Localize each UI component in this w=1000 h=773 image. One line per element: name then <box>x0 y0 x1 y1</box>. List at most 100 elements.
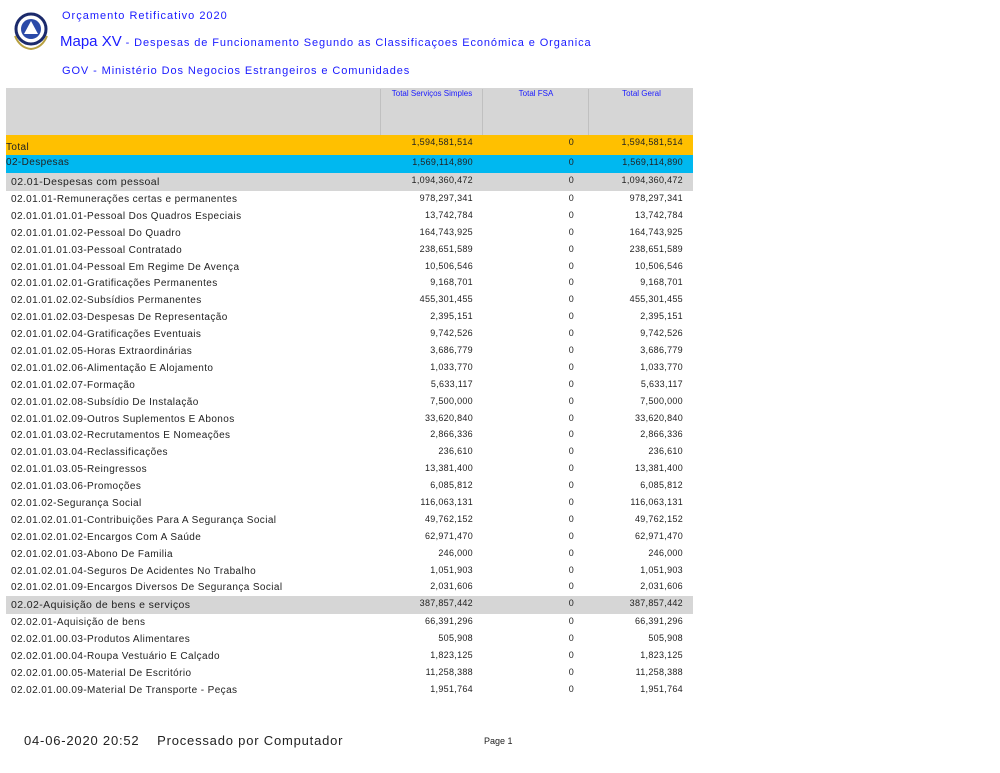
table-row: 02.02.01-Aquisição de bens 66,391,296 0 66,… <box>6 614 693 631</box>
row-value: 2,866,336 <box>430 429 473 440</box>
row-value: 164,743,925 <box>419 226 473 237</box>
row-label: 02.02.01-Aquisição de bens <box>11 617 146 629</box>
row-label: 02.01.01.03.02-Recrutamentos E Nomeações <box>11 430 231 442</box>
expense-table: Total Serviços Simples Total FSA Total G… <box>6 88 693 699</box>
footer-timestamp: 04-06-2020 20:52 Processado por Computad… <box>24 733 343 748</box>
table-row: 02.01.02.01.04-Seguros De Acidentes No T… <box>6 563 693 580</box>
row-value: 978,297,341 <box>419 193 473 203</box>
row-value: 2,395,151 <box>640 311 683 322</box>
row-value: 3,686,779 <box>430 345 473 356</box>
table-row: 02.01.01.02.03-Despesas De Representação… <box>6 309 693 326</box>
row-value: 0 <box>568 463 574 474</box>
row-value: 387,857,442 <box>419 598 473 609</box>
row-label: 02.01.01.01.03-Pessoal Contratado <box>11 244 183 256</box>
row-value: 13,381,400 <box>424 463 473 474</box>
row-value: 6,085,812 <box>640 480 683 491</box>
row-value: 1,094,360,472 <box>411 175 473 185</box>
row-value: 0 <box>568 193 574 203</box>
row-value: 0 <box>568 633 574 644</box>
row-value: 49,762,152 <box>424 513 473 524</box>
row-value: 1,594,581,514 <box>411 137 473 147</box>
row-value: 0 <box>568 650 574 661</box>
row-value: 0 <box>568 311 574 322</box>
col-header-total-geral: Total Geral <box>588 89 694 135</box>
row-value: 0 <box>568 412 574 423</box>
coat-of-arms-logo <box>10 10 52 52</box>
table-row: 02.01.02.01.02-Encargos Com A Saúde 62,97… <box>6 529 693 546</box>
row-value: 66,391,296 <box>634 616 683 627</box>
row-value: 164,743,925 <box>629 226 683 237</box>
row-value: 11,258,388 <box>425 667 473 678</box>
row-value: 0 <box>568 530 574 541</box>
row-label: 02.01.01.02.02-Subsídios Permanentes <box>11 295 202 307</box>
table-row: 02.01.01.02.08-Subsídio De Instalação 7,5… <box>6 394 693 411</box>
row-value: 387,857,442 <box>629 598 683 609</box>
row-value: 0 <box>568 378 574 389</box>
row-value: 62,971,470 <box>634 530 683 541</box>
row-value: 1,823,125 <box>430 650 473 661</box>
table-row: 02.01.01.02.09-Outros Suplementos E Abon… <box>6 411 693 428</box>
row-value: 238,651,589 <box>419 243 473 254</box>
row-label: 02.02.01.00.03-Produtos Alimentares <box>11 634 191 646</box>
row-value: 33,620,840 <box>424 412 473 423</box>
row-value: 246,000 <box>648 547 683 558</box>
row-value: 1,033,770 <box>430 361 473 372</box>
row-value: 236,610 <box>648 446 683 457</box>
row-value: 455,301,455 <box>419 294 473 305</box>
row-label: 02.02-Aquisição de bens e serviços <box>11 599 191 612</box>
row-value: 0 <box>568 480 574 491</box>
row-label: 02.01.01.02.01-Gratificações Permanentes <box>11 278 218 290</box>
row-value: 1,951,764 <box>430 683 473 694</box>
row-label: 02.01.01.02.05-Horas Extraordinárias <box>11 346 193 358</box>
row-value: 9,168,701 <box>430 277 473 288</box>
row-value: 0 <box>568 137 574 147</box>
row-value: 0 <box>568 564 574 575</box>
row-value: 0 <box>568 616 574 627</box>
group-row: 02.01-Despesas com pessoal 1,094,360,472 0… <box>6 173 693 191</box>
row-value: 1,569,114,890 <box>622 157 683 167</box>
row-value: 2,031,606 <box>430 581 473 592</box>
row-value: 2,031,606 <box>640 581 683 592</box>
row-value: 0 <box>568 345 574 356</box>
row-label: 02.01.02.01.01-Contribuições Para A Segu… <box>11 514 277 526</box>
row-label: 02.01.01.01.04-Pessoal Em Regime De Aven… <box>11 261 240 273</box>
row-value: 0 <box>568 581 574 592</box>
table-row: 02.01.01.01.03-Pessoal Contratado 238,651… <box>6 242 693 259</box>
ministry-name: GOV - Ministério Dos Negocios Estrangeir… <box>62 65 411 77</box>
row-value: 13,742,784 <box>634 209 683 220</box>
row-value: 13,742,784 <box>424 209 473 220</box>
row-label: 02.01.01.01.02-Pessoal Do Quadro <box>11 227 182 239</box>
table-row: 02.01.01.02.04-Gratificações Eventuais 9,… <box>6 326 693 343</box>
table-row: 02.01.01.03.02-Recrutamentos E Nomeações… <box>6 427 693 444</box>
col-header-fsa: Total FSA <box>482 89 589 135</box>
table-header: Total Serviços Simples Total FSA Total G… <box>6 88 693 135</box>
row-label: 02.01.01.02.06-Alimentação E Alojamento <box>11 362 214 374</box>
table-row: 02.01.01.03.05-Reingressos 13,381,400 0 13,… <box>6 461 693 478</box>
row-value: 0 <box>568 667 574 678</box>
map-label: Mapa XV <box>60 33 122 50</box>
table-row: 02.01.01.02.06-Alimentação E Alojamento 1… <box>6 360 693 377</box>
row-value: 7,500,000 <box>640 395 683 406</box>
row-label: 02.01.01.02.08-Subsídio De Instalação <box>11 396 199 408</box>
row-value: 246,000 <box>438 547 473 558</box>
row-value: 116,063,131 <box>630 497 683 508</box>
map-title: - Despesas de Funcionamento Segundo as C… <box>121 37 592 49</box>
row-value: 978,297,341 <box>629 193 683 203</box>
row-value: 49,762,152 <box>634 513 683 524</box>
row-value: 0 <box>568 277 574 288</box>
table-row: 02.01.02-Segurança Social 116,063,131 0 116… <box>6 495 693 512</box>
row-value: 9,742,526 <box>430 328 473 339</box>
report-subtitle: Orçamento Retificativo 2020 <box>62 10 228 22</box>
table-row: 02.01.02.01.03-Abono De Familia 246,000 0 2… <box>6 546 693 563</box>
row-value: 0 <box>568 361 574 372</box>
row-label: 02.02.01.00.04-Roupa Vestuário E Calçado <box>11 651 220 663</box>
table-row: 02.01.02.01.09-Encargos Diversos De Segu… <box>6 579 693 596</box>
row-label: 02.01.01.02.09-Outros Suplementos E Abon… <box>11 413 235 425</box>
row-value: 2,866,336 <box>640 429 683 440</box>
row-value: 2,395,151 <box>430 311 473 322</box>
row-value: 0 <box>568 497 574 508</box>
table-row: 02.01.01.02.01-Gratificações Permanentes… <box>6 275 693 292</box>
row-label: 02.01.02.01.03-Abono De Familia <box>11 548 173 560</box>
row-value: 1,951,764 <box>640 683 683 694</box>
row-label: 02.02.01.00.05-Material De Escritório <box>11 668 192 680</box>
